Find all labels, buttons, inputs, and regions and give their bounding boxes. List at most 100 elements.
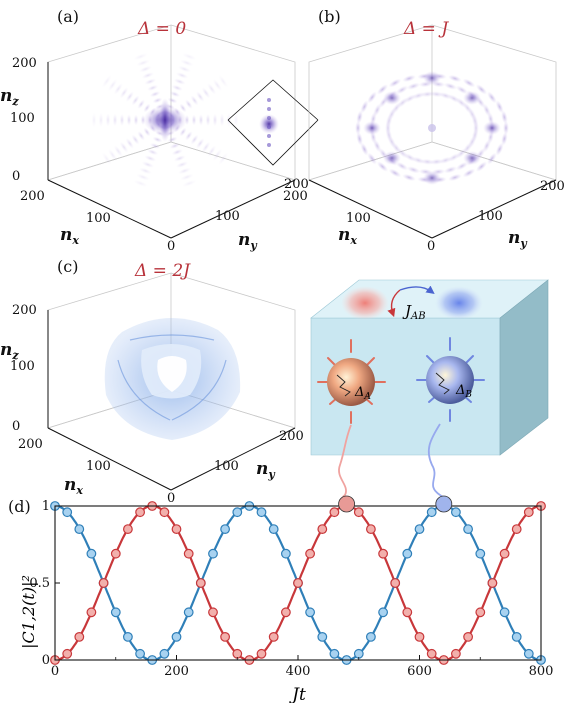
density-blob [152,136,163,143]
y-tick-200: 200 [284,177,309,192]
density-blob [167,97,178,104]
x-tick-label: 600 [407,664,432,679]
density-blob [143,127,151,137]
data-point [390,578,401,588]
density-blob [147,84,159,91]
data-point [402,548,413,559]
data-point [366,632,376,642]
cy-tick-100: 100 [214,459,239,474]
cy-tick-200: 200 [279,429,304,444]
data-point [293,578,303,588]
x-tick-200: 200 [20,189,45,204]
nx-label-b: nx [338,225,357,247]
density-blob [201,87,211,99]
cx-tick-0: 0 [167,491,175,506]
schematic: JAB ΔA [310,279,549,506]
panel-label-d: (d) [8,497,31,516]
density-blob [91,112,97,128]
density-blob [152,97,163,104]
data-point [475,607,486,618]
density-blob [144,155,157,162]
density-blob [196,138,205,149]
x-tick-label: 200 [164,664,189,679]
data-point [499,548,510,559]
density-blob [212,79,222,92]
density-blob [179,103,187,113]
density-blob [356,131,363,146]
panel-d: (d) 0 200 400 600 800 0 0.5 1 |C1,2(t)|² Jt [8,495,554,703]
density-blob [149,91,161,98]
density-blob [218,74,228,88]
z-tick-200: 200 [12,56,37,71]
density-blob [487,152,497,165]
coupling-label: JAB [402,302,426,322]
density-blob [105,113,111,127]
by-tick-200: 200 [540,179,565,194]
data-point [329,507,340,518]
density-blob [219,113,225,127]
x-tick-label: 800 [529,664,554,679]
data-point [268,632,279,642]
density-blob [137,99,145,109]
density-blob [190,134,199,145]
data-point [159,507,170,518]
x-tick-label: 0 [51,664,59,679]
density-blob [495,100,504,114]
inset-dot [267,98,271,102]
density-blob [149,142,161,149]
density-blob [367,152,377,165]
density-blob [185,99,193,109]
data-point [208,607,218,618]
density-blob [180,173,194,181]
data-point [378,548,389,559]
density-blob [475,84,488,95]
density-blob [171,149,183,156]
y-axis-a: 100 200 ny [215,177,309,252]
highlight-point [338,495,356,513]
density-blob [178,65,191,73]
density-blob [475,161,488,172]
data-point [426,507,437,518]
density-blob [125,138,134,149]
x-tick-0: 0 [167,239,175,254]
delta-label-c: Δ = 2J [134,261,191,281]
nx-label-c: nx [64,475,83,497]
density-blob [207,83,217,95]
density-blob [133,179,148,187]
y-tick-label: 1 [42,499,50,514]
density-node [463,151,481,165]
density-blob [501,131,508,146]
data-point [110,607,121,618]
mode-b-glow [435,286,483,320]
delta-a-label: ΔA [354,385,371,402]
density-blob [136,173,150,181]
density-blob [173,155,186,162]
data-point [232,648,243,659]
density-blob [360,142,369,156]
inset-dot [267,143,271,147]
density-blob [395,85,409,95]
data-point [463,524,474,534]
z-axis-c: 0 100 200 nz [0,303,37,434]
density-blob [455,161,469,171]
density-blob [169,142,181,149]
coupling-arrow-blue [399,285,435,295]
data-point [122,632,133,642]
data-point [110,548,121,559]
inset-dot [267,116,271,120]
data-point [487,578,498,588]
nz-label-a: nz [0,86,19,108]
inset-dot [267,107,271,111]
density-blob [226,112,232,128]
z-tick-0: 0 [12,169,20,184]
data-point [353,507,364,518]
density-blob [356,110,363,125]
highlight-point [435,495,453,513]
inset-core [259,114,279,134]
by-tick-100: 100 [478,209,503,224]
density-blob [141,72,155,79]
density-blob [471,114,479,128]
qubit-a: ΔA [317,339,386,506]
density-blob [175,161,189,168]
density-blob [212,148,222,161]
